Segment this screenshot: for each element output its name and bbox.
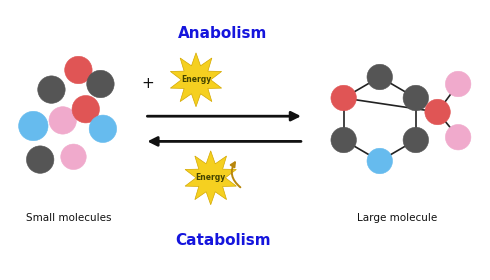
Text: Large molecule: Large molecule (357, 213, 437, 223)
Ellipse shape (26, 146, 54, 173)
Text: Energy: Energy (196, 173, 226, 182)
Ellipse shape (445, 71, 471, 97)
Ellipse shape (367, 64, 392, 90)
Ellipse shape (331, 127, 356, 153)
Text: +: + (142, 76, 154, 92)
Ellipse shape (403, 85, 429, 111)
Ellipse shape (61, 144, 86, 169)
Ellipse shape (367, 148, 392, 174)
Ellipse shape (72, 95, 99, 123)
Ellipse shape (445, 124, 471, 150)
Polygon shape (171, 53, 221, 107)
Ellipse shape (425, 99, 450, 125)
Ellipse shape (38, 76, 65, 103)
Ellipse shape (89, 115, 117, 143)
Ellipse shape (403, 127, 429, 153)
Ellipse shape (87, 70, 114, 98)
Text: Small molecules: Small molecules (26, 213, 111, 223)
Ellipse shape (65, 56, 92, 84)
Ellipse shape (19, 111, 48, 141)
Ellipse shape (49, 107, 76, 134)
Text: Energy: Energy (181, 75, 211, 84)
Text: Catabolism: Catabolism (175, 233, 271, 248)
Text: Anabolism: Anabolism (178, 26, 268, 41)
Polygon shape (185, 151, 236, 205)
Ellipse shape (331, 85, 356, 111)
